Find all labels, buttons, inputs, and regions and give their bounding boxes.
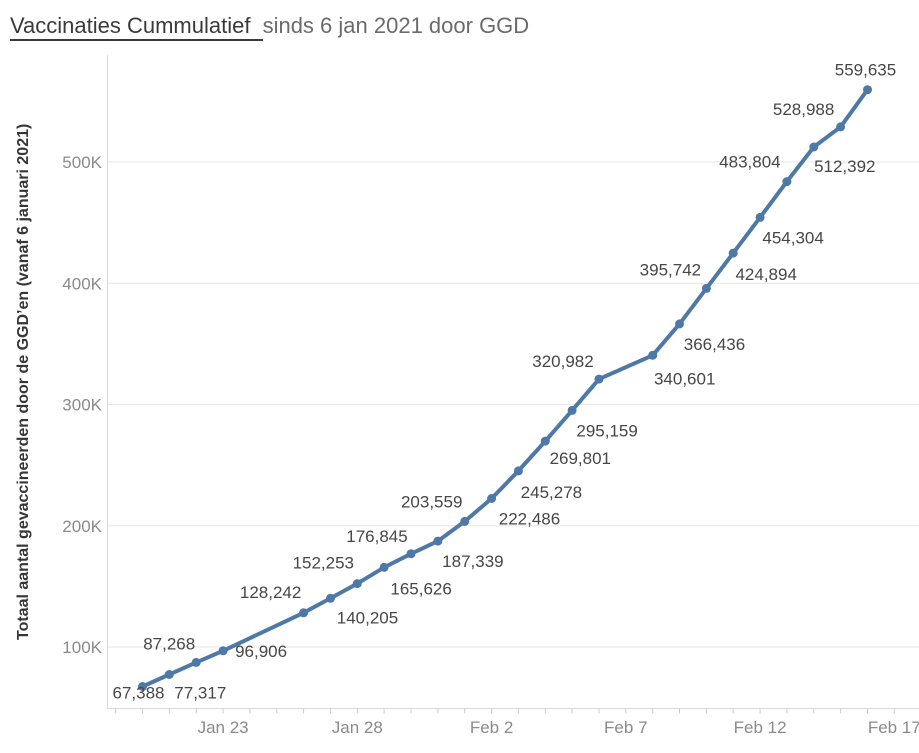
data-point[interactable] [540,436,550,446]
data-point[interactable] [218,646,228,656]
x-tick-label: Feb 17 [868,718,919,737]
data-point[interactable] [164,670,174,679]
data-point-label: 395,742 [640,260,701,279]
data-point-label: 77,317 [174,684,226,703]
data-point[interactable] [701,283,711,293]
data-point-label: 96,906 [235,642,287,661]
data-point-label: 67,388 [113,684,165,703]
data-point-label: 222,486 [499,510,560,529]
y-tick-label: 500K [62,153,102,172]
data-point[interactable] [138,682,147,691]
data-point-label: 203,559 [401,492,462,511]
x-tick-label: Jan 28 [332,718,383,737]
data-point-label: 152,253 [293,554,354,573]
data-point[interactable] [863,85,872,95]
data-point[interactable] [567,405,577,415]
data-point-label: 128,242 [240,583,301,602]
data-point-label: 269,801 [550,449,611,468]
data-point-label: 87,268 [143,634,195,653]
data-point-label: 366,436 [684,335,745,354]
data-point-label: 528,988 [773,100,834,119]
data-point[interactable] [648,350,658,360]
data-point[interactable] [352,579,362,589]
chart-title-underlined: Vaccinaties Cummulatief [10,13,263,41]
data-point[interactable] [782,177,792,187]
data-point[interactable] [809,142,819,152]
data-point-label: 424,894 [735,265,796,284]
data-point-label: 165,626 [390,579,451,598]
data-point[interactable] [487,494,497,503]
data-point[interactable] [406,549,416,559]
y-tick-label: 200K [62,517,102,536]
data-point-label: 245,278 [521,483,582,502]
data-point-label: 559,635 [835,61,896,80]
data-point-label: 454,304 [762,228,823,247]
data-point-label: 176,845 [346,527,407,546]
data-point-label: 295,159 [576,421,637,440]
x-tick-label: Jan 23 [198,718,249,737]
data-point-label: 320,982 [532,352,593,371]
data-point-label: 340,601 [654,369,715,388]
data-point[interactable] [460,516,470,526]
x-tick-label: Feb 7 [604,718,647,737]
x-tick-label: Feb 2 [470,718,513,737]
y-tick-label: 100K [62,638,102,657]
data-point[interactable] [728,248,738,258]
y-tick-label: 400K [62,274,102,293]
chart-title-suffix: sinds 6 jan 2021 door GGD [262,13,530,38]
x-tick-label: Feb 12 [734,718,787,737]
data-point-label: 483,804 [719,153,780,172]
data-point[interactable] [755,212,765,222]
data-point[interactable] [379,562,389,572]
data-point[interactable] [836,122,846,132]
chart-title: Vaccinaties Cummulatief sinds 6 jan 2021… [10,12,529,41]
data-point[interactable] [594,374,604,384]
data-point[interactable] [299,608,309,618]
data-point-label: 512,392 [814,157,875,176]
y-tick-label: 300K [62,396,102,415]
data-point[interactable] [326,593,335,603]
data-point[interactable] [433,536,443,546]
data-point-label: 140,205 [337,608,398,627]
data-point[interactable] [675,319,684,329]
data-point[interactable] [191,657,201,667]
data-point[interactable] [513,466,523,476]
data-point-label: 187,339 [442,552,503,571]
